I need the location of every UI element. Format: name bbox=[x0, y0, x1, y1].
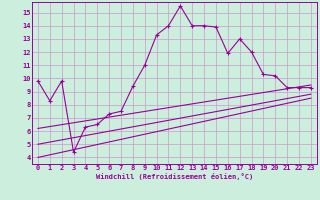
X-axis label: Windchill (Refroidissement éolien,°C): Windchill (Refroidissement éolien,°C) bbox=[96, 173, 253, 180]
